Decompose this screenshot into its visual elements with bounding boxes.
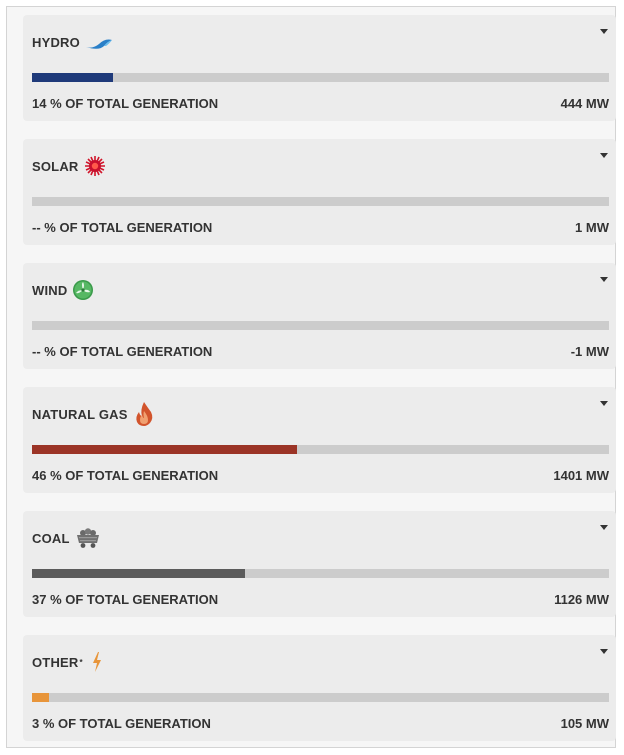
source-name: SOLAR <box>32 158 79 174</box>
percent-label: -- % OF TOTAL GENERATION <box>32 220 213 235</box>
megawatt-value: -1 MW <box>570 344 609 359</box>
megawatt-value: 444 MW <box>560 96 609 111</box>
source-header: OTHER * <box>32 650 103 674</box>
source-card-solar: SOLAR -- % OF TOTAL GENERATION 1 MW <box>23 139 616 245</box>
lightning-bolt-icon <box>91 651 103 673</box>
generation-bar <box>32 569 609 578</box>
expand-caret-icon[interactable] <box>600 401 608 406</box>
megawatt-value: 1126 MW <box>554 592 609 607</box>
generation-bar-fill <box>32 569 246 578</box>
percent-label: 3 % OF TOTAL GENERATION <box>32 716 211 731</box>
generation-bar-fill <box>32 73 113 82</box>
megawatt-value: 1 MW <box>575 220 609 235</box>
megawatt-value: 1401 MW <box>553 468 609 483</box>
megawatt-value: 105 MW <box>560 716 609 731</box>
wind-turbine-icon <box>72 279 94 301</box>
generation-bar-fill <box>32 445 298 454</box>
source-name: NATURAL GAS <box>32 406 128 422</box>
expand-caret-icon[interactable] <box>600 29 608 34</box>
source-header: WIND <box>32 278 94 302</box>
source-card-natural-gas: NATURAL GAS 46 % OF TOTAL GENERATION 140… <box>23 387 616 493</box>
source-card-hydro: HYDRO 14 % OF TOTAL GENERATION 444 MW <box>23 15 616 121</box>
source-card-other: OTHER * 3 % OF TOTAL GENERATION 105 MW <box>23 635 616 741</box>
expand-caret-icon[interactable] <box>600 525 608 530</box>
generation-bar <box>32 693 609 702</box>
generation-bar <box>32 321 609 330</box>
expand-caret-icon[interactable] <box>600 649 608 654</box>
percent-label: -- % OF TOTAL GENERATION <box>32 344 213 359</box>
percent-label: 37 % OF TOTAL GENERATION <box>32 592 219 607</box>
water-wave-icon <box>85 33 113 51</box>
source-header: COAL <box>32 526 101 550</box>
source-card-wind: WIND -- % OF TOTAL GENERATION -1 MW <box>23 263 616 369</box>
source-name: COAL <box>32 530 70 546</box>
expand-caret-icon[interactable] <box>600 153 608 158</box>
source-card-coal: COAL 37 % OF TOTAL GENERATION 1126 MW <box>23 511 616 617</box>
source-name: OTHER <box>32 654 79 670</box>
sun-icon <box>84 155 106 177</box>
generation-bar <box>32 73 609 82</box>
coal-cart-icon <box>75 527 101 549</box>
source-name: HYDRO <box>32 34 80 50</box>
footnote-asterisk: * <box>79 657 83 667</box>
expand-caret-icon[interactable] <box>600 277 608 282</box>
generation-bar <box>32 445 609 454</box>
generation-panel: HYDRO 14 % OF TOTAL GENERATION 444 MW SO… <box>6 6 616 748</box>
percent-label: 14 % OF TOTAL GENERATION <box>32 96 219 111</box>
flame-icon <box>133 401 155 427</box>
source-header: NATURAL GAS <box>32 402 155 426</box>
source-header: SOLAR <box>32 154 106 178</box>
source-name: WIND <box>32 282 68 298</box>
generation-bar <box>32 197 609 206</box>
percent-label: 46 % OF TOTAL GENERATION <box>32 468 219 483</box>
generation-bar-fill <box>32 693 50 702</box>
source-header: HYDRO <box>32 30 113 54</box>
